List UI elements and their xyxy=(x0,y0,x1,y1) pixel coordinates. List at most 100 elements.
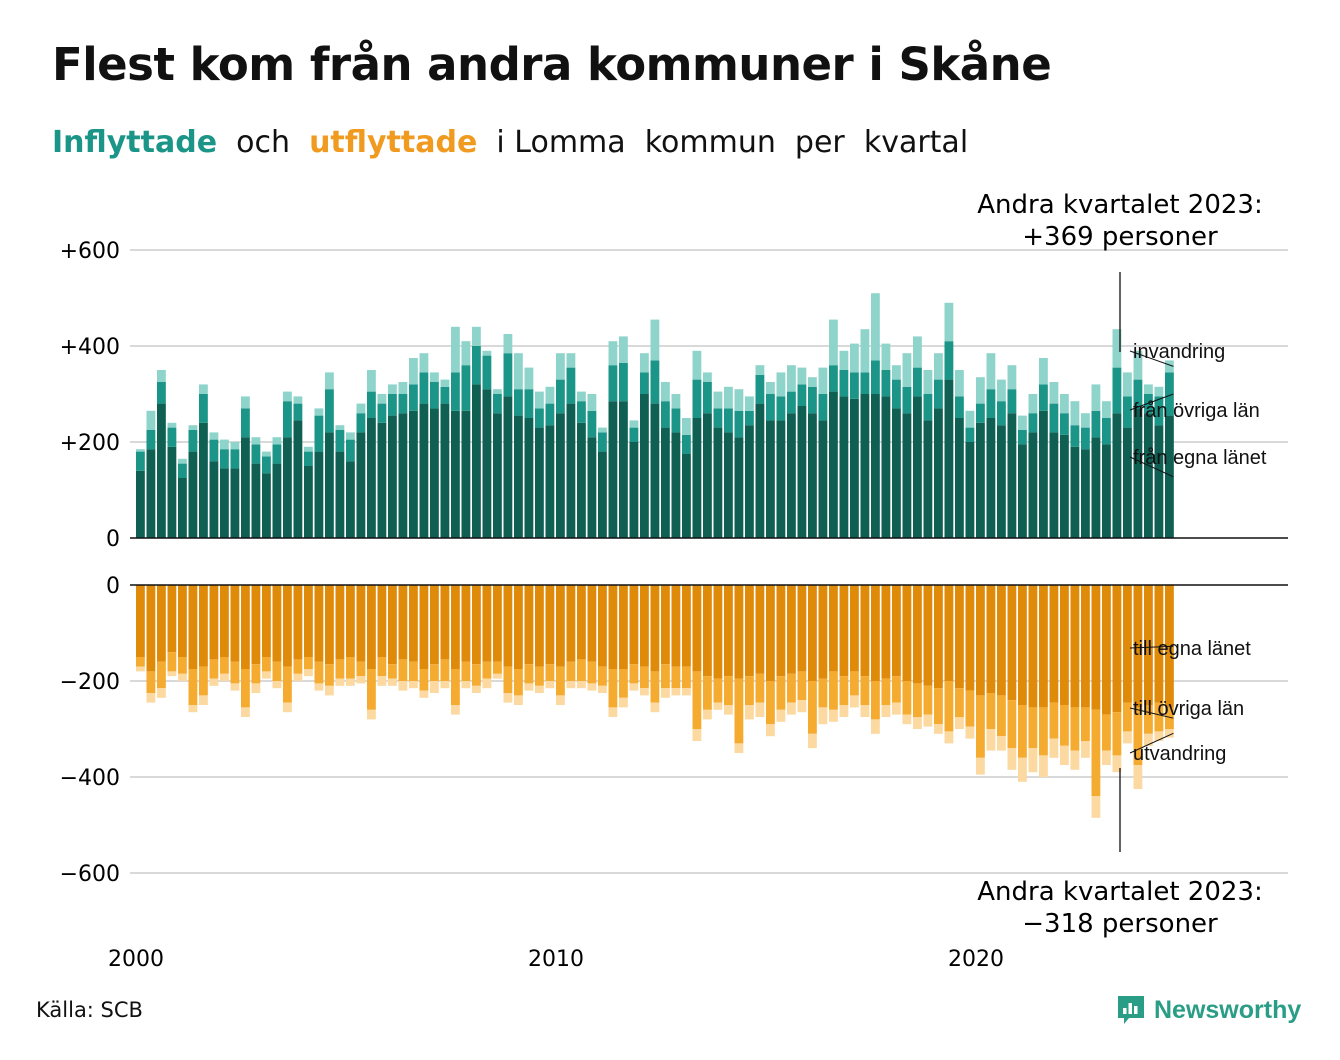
bar-out-own xyxy=(787,585,796,674)
bar-in-immigration xyxy=(209,432,219,440)
bar-in-other xyxy=(629,427,639,442)
bar-out-own xyxy=(566,585,576,662)
bar-out-emigration xyxy=(986,729,996,751)
leader-line xyxy=(1129,393,1174,411)
bar-in-other xyxy=(682,434,691,454)
bar-in-own xyxy=(283,437,292,538)
bar-out-other xyxy=(1123,702,1132,732)
bar-out-emigration xyxy=(1070,750,1080,770)
leader-line xyxy=(1129,707,1174,719)
bar-in-other xyxy=(262,456,271,474)
bar-out-emigration xyxy=(514,695,523,705)
bar-out-own xyxy=(1154,585,1164,703)
bar-in-own xyxy=(881,396,891,538)
chart-subtitle: Inflyttade och utflyttade i Lomma kommun… xyxy=(52,125,968,160)
bar-in-immigration xyxy=(1039,358,1048,385)
bar-in-own xyxy=(419,403,429,538)
bar-out-other xyxy=(629,664,639,684)
bar-out-emigration xyxy=(661,688,670,698)
bar-in-other xyxy=(220,449,229,469)
bar-in-other xyxy=(955,396,964,418)
bar-out-own xyxy=(587,585,597,662)
bar-out-other xyxy=(934,688,943,725)
bar-in-immigration xyxy=(356,403,366,414)
bar-in-own xyxy=(388,415,397,538)
bar-in-own xyxy=(829,391,838,538)
source-note: Källa: SCB xyxy=(36,998,143,1022)
bar-out-emigration xyxy=(965,726,975,739)
bar-in-own xyxy=(304,466,313,538)
bar-out-emigration xyxy=(913,717,922,729)
bar-in-other xyxy=(713,408,723,428)
bar-out-other xyxy=(188,669,198,705)
bar-in-own xyxy=(461,410,471,538)
bar-in-own xyxy=(818,420,828,538)
bar-out-own xyxy=(1102,585,1111,715)
bar-in-other xyxy=(608,365,618,402)
bar-in-own xyxy=(1039,410,1048,538)
bar-out-emigration xyxy=(850,695,859,708)
bar-out-other xyxy=(409,661,418,681)
bar-in-immigration xyxy=(1112,329,1122,368)
bar-in-immigration xyxy=(377,394,387,404)
bar-in-own xyxy=(136,470,145,538)
bar-out-emigration xyxy=(220,673,229,681)
bar-in-immigration xyxy=(755,365,765,375)
bar-in-own xyxy=(703,413,712,538)
bar-in-immigration xyxy=(367,370,376,392)
bar-out-own xyxy=(419,585,429,669)
bar-in-immigration xyxy=(335,425,345,430)
chart-title: Flest kom från andra kommuner i Skåne xyxy=(52,38,1052,91)
bar-out-own xyxy=(619,585,628,669)
bar-in-immigration xyxy=(1144,384,1153,394)
bar-in-other xyxy=(1060,413,1069,435)
bar-in-own xyxy=(713,427,723,538)
annotation-top-line: +369 personer xyxy=(1022,222,1218,252)
bar-out-own xyxy=(230,585,240,662)
bar-in-immigration xyxy=(451,326,460,373)
bar-out-other xyxy=(871,681,880,720)
bar-out-own xyxy=(283,585,292,667)
bar-out-emigration xyxy=(902,714,912,725)
bar-out-emigration xyxy=(755,702,765,717)
bar-in-own xyxy=(1165,415,1174,538)
bar-in-immigration xyxy=(829,319,838,366)
bar-out-own xyxy=(146,585,156,672)
bar-out-own xyxy=(808,585,817,681)
bar-out-other xyxy=(650,671,660,703)
bar-out-other xyxy=(1028,707,1038,749)
bar-out-emigration xyxy=(136,666,145,672)
bar-out-other xyxy=(545,664,555,681)
bar-in-immigration xyxy=(314,408,324,416)
bar-in-other xyxy=(1112,367,1122,414)
bar-out-own xyxy=(577,585,586,660)
bar-out-emigration xyxy=(293,673,303,681)
bar-in-own xyxy=(325,432,334,538)
subtitle-rest: i Lomma kommun per kvartal xyxy=(477,125,969,160)
bar-in-immigration xyxy=(1165,360,1174,373)
bar-in-immigration xyxy=(272,437,282,445)
bar-out-other xyxy=(797,671,807,701)
bar-out-other xyxy=(713,678,723,703)
bar-in-immigration xyxy=(167,422,177,428)
bar-out-emigration xyxy=(409,681,418,689)
bar-out-other xyxy=(640,666,649,689)
migration-chart: +600 +400 +200 0 0 −200 −400 −600 2000 2010 2020 An… xyxy=(60,190,1288,972)
bar-in-other xyxy=(304,451,313,466)
bar-in-other xyxy=(1039,384,1048,411)
bar-in-other xyxy=(997,401,1006,426)
bar-in-own xyxy=(1070,446,1080,538)
bar-out-own xyxy=(461,585,471,662)
x-tick-label: 2020 xyxy=(948,947,1004,972)
bar-out-emigration xyxy=(724,705,733,715)
bar-out-emigration xyxy=(776,709,786,722)
bar-in-immigration xyxy=(818,367,828,394)
bar-out-own xyxy=(157,585,166,662)
bar-out-other xyxy=(587,661,597,684)
series-label-out: till egna länet xyxy=(1133,638,1251,660)
bar-out-other xyxy=(482,661,492,679)
bar-out-emigration xyxy=(923,714,933,727)
bar-out-own xyxy=(892,585,901,677)
bar-in-immigration xyxy=(482,350,492,356)
bar-in-own xyxy=(682,454,691,538)
